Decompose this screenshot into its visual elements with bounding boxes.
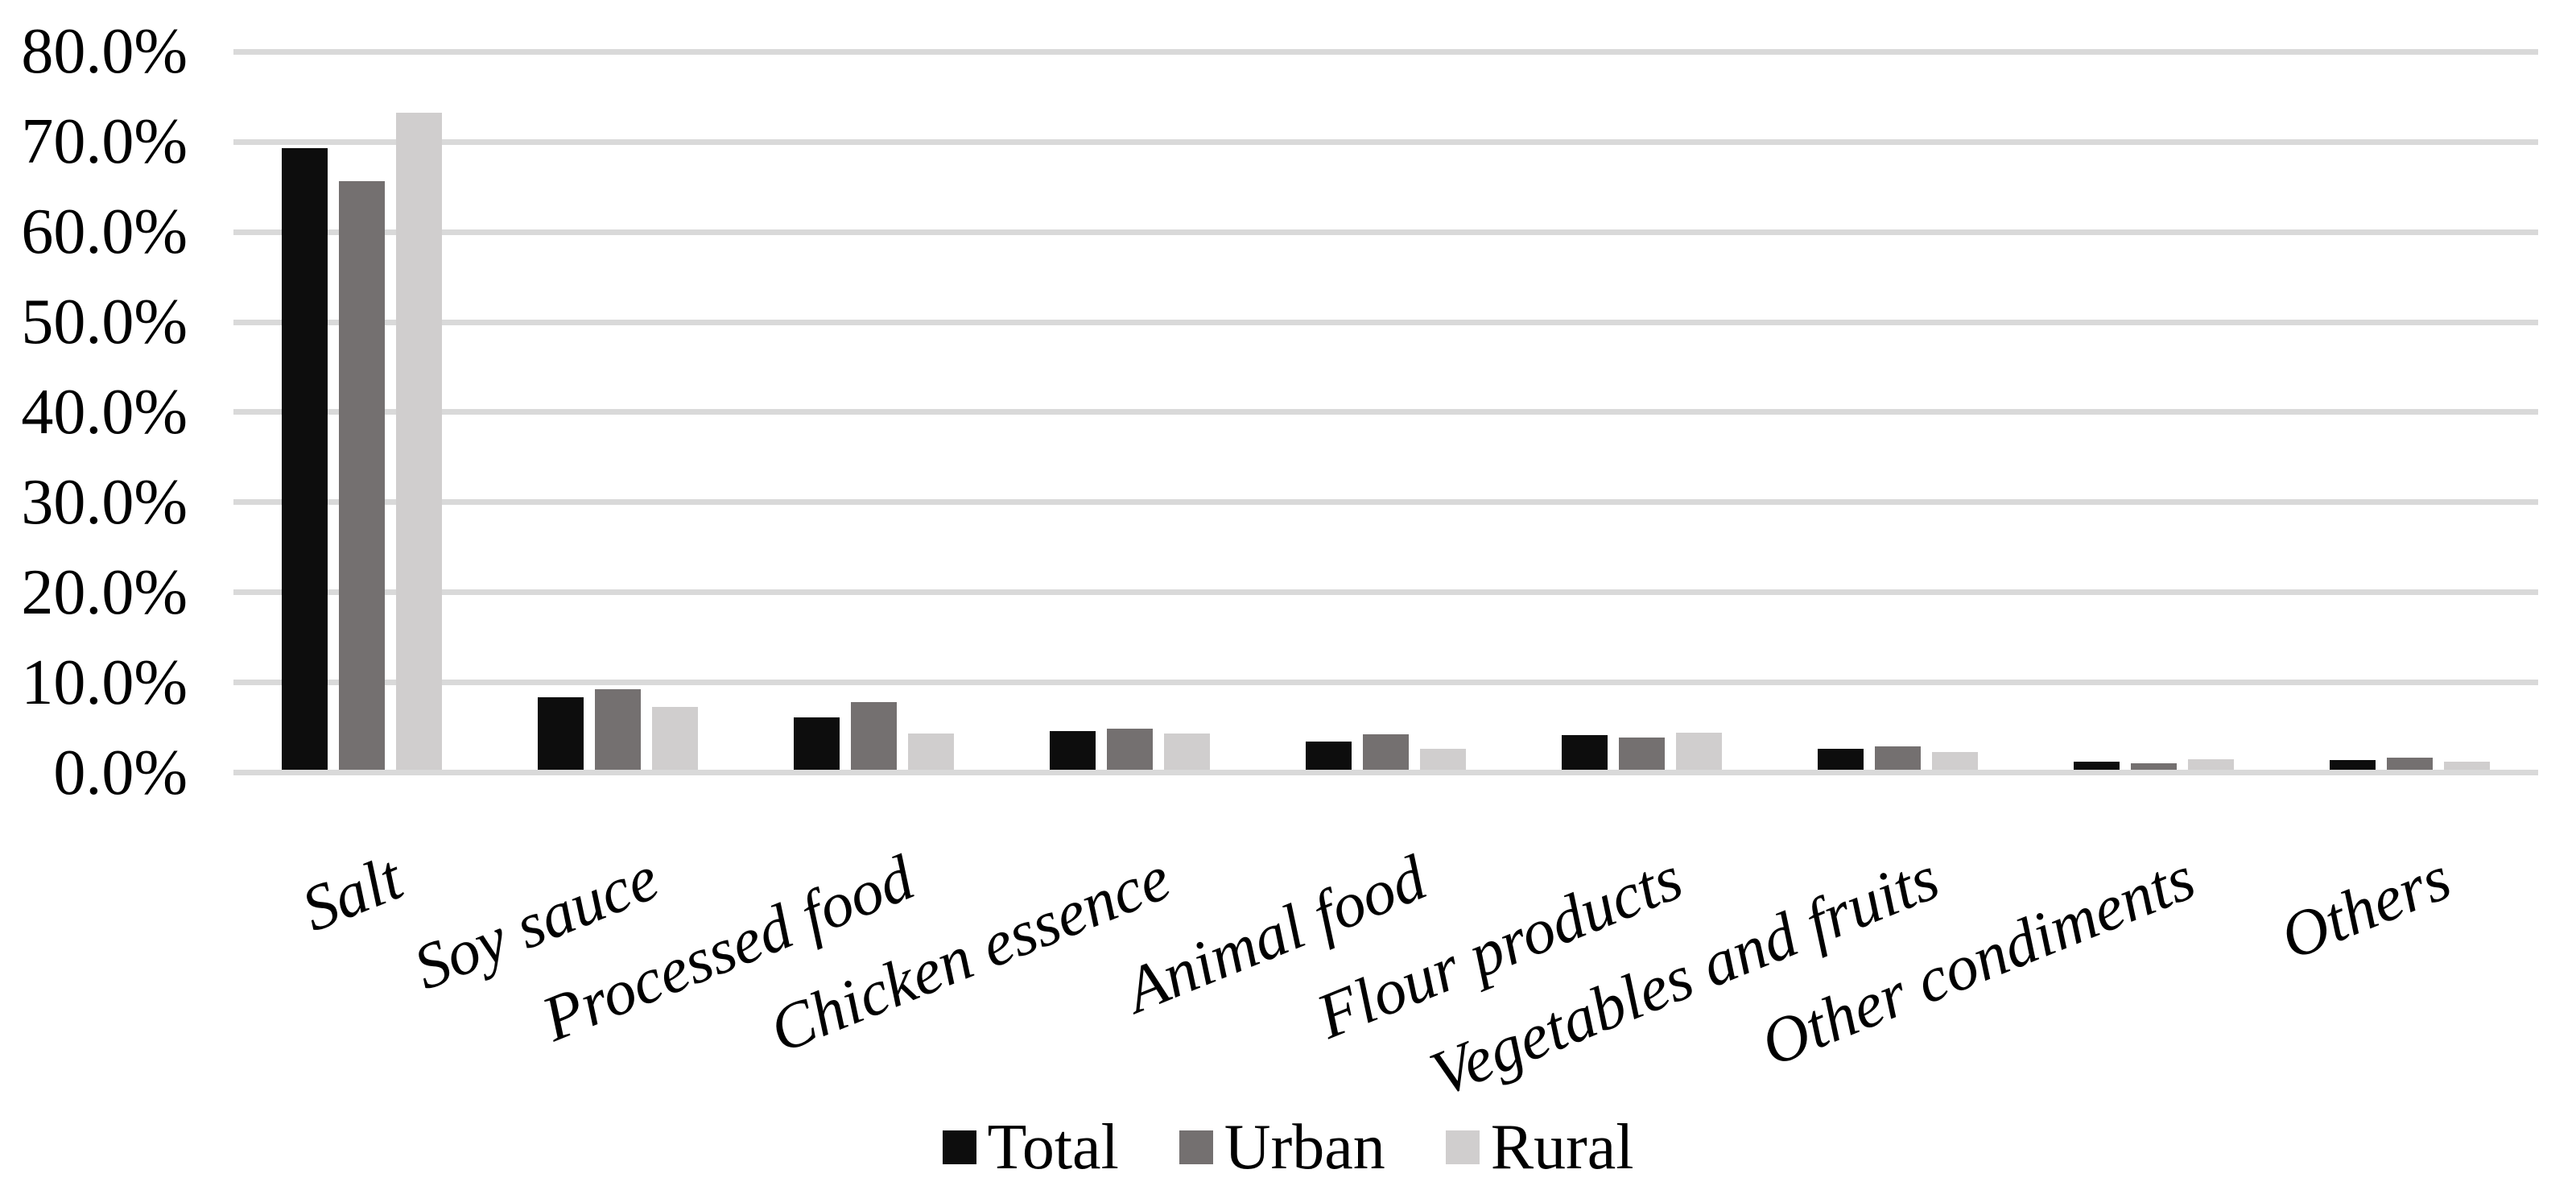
bar-urban-others (2387, 758, 2434, 770)
bar-rural-vegetables-and-fruits (1932, 751, 1979, 770)
y-tick-label-80pct: 80.0% (21, 16, 188, 88)
y-tick-label-50pct: 50.0% (21, 287, 188, 357)
legend-item-rural: Rural (1445, 1112, 1634, 1183)
y-tick-label-0pct: 0.0% (53, 737, 188, 808)
bar-rural-processed-food (907, 734, 954, 770)
bar-urban-flour-products (1619, 737, 1666, 770)
legend-swatch-urban (1179, 1130, 1213, 1164)
legend-item-total: Total (942, 1112, 1119, 1183)
bar-rural-soy-sauce (651, 706, 698, 770)
bar-urban-other-condiments (2131, 763, 2178, 770)
gridline-10pct (233, 680, 2538, 686)
bar-rural-salt (395, 113, 442, 770)
bar-total-vegetables-and-fruits (1818, 749, 1864, 770)
bar-total-animal-food (1306, 742, 1352, 770)
bar-rural-flour-products (1676, 733, 1723, 770)
legend-swatch-rural (1445, 1130, 1480, 1164)
bar-rural-animal-food (1420, 749, 1466, 770)
bar-rural-others (2444, 761, 2491, 770)
bar-rural-other-condiments (2188, 758, 2235, 770)
y-tick-label-30pct: 30.0% (21, 466, 188, 538)
bar-total-processed-food (793, 717, 840, 770)
gridline-30pct (233, 499, 2538, 506)
category-label-other-condiments: Other condiments (1751, 842, 2205, 1081)
bar-urban-vegetables-and-fruits (1875, 746, 1922, 770)
bar-urban-soy-sauce (594, 689, 641, 770)
bar-total-soy-sauce (537, 697, 584, 770)
gridline-50pct (233, 319, 2538, 325)
legend-label-urban: Urban (1224, 1112, 1385, 1183)
gridline-80pct (233, 48, 2538, 55)
bar-total-others (2330, 759, 2376, 770)
legend: Total Urban Rural (0, 1114, 2576, 1181)
bar-urban-processed-food (850, 702, 897, 770)
legend-label-rural: Rural (1490, 1112, 1634, 1183)
legend-swatch-total (942, 1130, 976, 1164)
legend-label-total: Total (987, 1112, 1119, 1183)
legend-item-urban: Urban (1179, 1114, 1385, 1181)
gridline-70pct (233, 138, 2538, 145)
category-label-salt: Salt (291, 842, 412, 946)
y-tick-label-70pct: 70.0% (21, 106, 188, 178)
y-tick-label-40pct: 40.0% (21, 376, 188, 448)
bar-urban-animal-food (1363, 734, 1409, 770)
bar-urban-salt (338, 181, 385, 770)
bar-total-flour-products (1562, 735, 1608, 770)
y-tick-label-20pct: 20.0% (21, 556, 188, 628)
bar-total-salt (281, 147, 328, 770)
y-tick-label-60pct: 60.0% (21, 196, 188, 268)
category-label-others: Others (2271, 842, 2461, 974)
gridline-20pct (233, 589, 2538, 596)
gridline-40pct (233, 409, 2538, 415)
bar-urban-chicken-essence (1106, 728, 1153, 770)
x-axis-line (233, 770, 2538, 775)
bar-total-chicken-essence (1049, 730, 1096, 770)
bar-rural-chicken-essence (1163, 734, 1210, 770)
bar-total-other-condiments (2074, 761, 2120, 770)
gridline-60pct (233, 229, 2538, 235)
y-tick-label-10pct: 10.0% (21, 647, 188, 718)
